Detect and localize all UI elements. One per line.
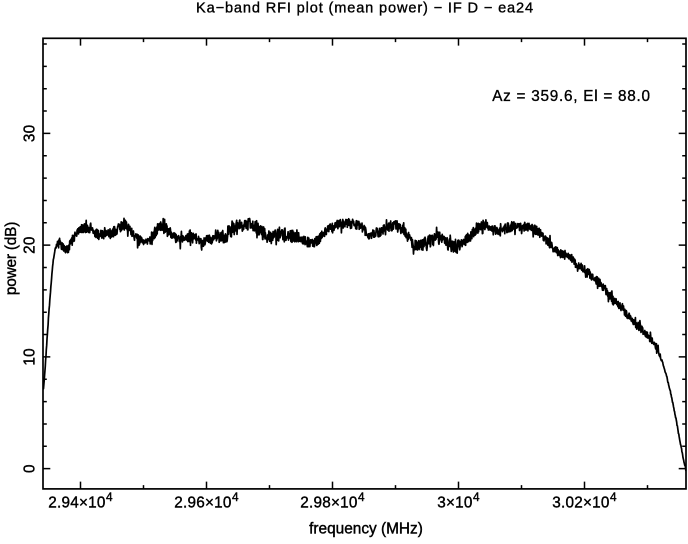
svg-text:2.96×104: 2.96×104 bbox=[174, 490, 239, 511]
svg-text:30: 30 bbox=[22, 125, 39, 143]
svg-text:Ka−band RFI plot (mean power): Ka−band RFI plot (mean power) − IF D − e… bbox=[196, 0, 534, 16]
svg-text:10: 10 bbox=[22, 348, 39, 366]
svg-text:3×104: 3×104 bbox=[437, 490, 480, 511]
svg-text:20: 20 bbox=[22, 236, 39, 254]
svg-text:Az = 359.6, El = 88.0: Az = 359.6, El = 88.0 bbox=[492, 88, 651, 105]
svg-text:power (dB): power (dB) bbox=[3, 222, 20, 295]
svg-text:2.94×104: 2.94×104 bbox=[48, 490, 113, 511]
svg-text:3.02×104: 3.02×104 bbox=[552, 490, 617, 511]
svg-text:2.98×104: 2.98×104 bbox=[300, 490, 365, 511]
svg-text:frequency (MHz): frequency (MHz) bbox=[309, 521, 423, 538]
svg-text:0: 0 bbox=[22, 464, 39, 473]
